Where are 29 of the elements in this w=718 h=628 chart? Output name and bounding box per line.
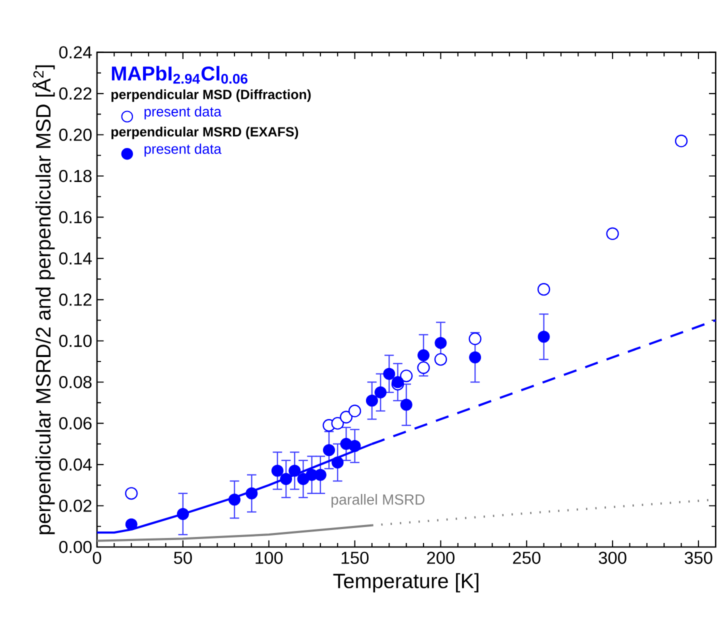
legend-label: present data — [144, 106, 222, 120]
y-tick-label: 0.14 — [59, 252, 92, 265]
y-tick-label: 0.24 — [59, 46, 92, 58]
y-tick-label: 0.22 — [59, 87, 92, 100]
annotation: parallel MSRD — [332, 494, 424, 508]
x-tick-label: 250 — [513, 552, 540, 564]
x-tick-label: 350 — [684, 552, 712, 564]
x-tick-label: 200 — [427, 552, 454, 564]
y-tick-label: 0.00 — [59, 540, 92, 554]
text: MAPbI$_{2.94}$Cl$_{0.06}$ — [112, 66, 248, 84]
y-tick-label: 0.10 — [59, 334, 92, 348]
x-axis-title: Temperature [K] — [333, 573, 478, 592]
x-tick-label: 0 — [92, 552, 102, 564]
annotation: perpendicular MSRD (EXAFS) — [111, 126, 298, 140]
y-tick-label: 0.02 — [59, 500, 92, 512]
y-tick-label: 0.12 — [59, 294, 92, 306]
x-tick-label: 100 — [256, 552, 283, 564]
y-axis-title: perpendicular MSRD/2 and perpendicular MSD [Å$^{2}$] — [32, 65, 55, 534]
annotation: perpendicular MSD (Diffraction) — [111, 89, 311, 102]
x-tick-label: 50 — [174, 552, 192, 564]
x-tick-label: 150 — [342, 552, 369, 564]
y-tick-label: 0.06 — [59, 417, 92, 430]
y-tick-label: 0.20 — [59, 128, 92, 141]
y-tick-label: 0.04 — [59, 458, 92, 471]
y-tick-label: 0.18 — [59, 170, 92, 182]
legend-label: present data — [144, 144, 222, 157]
x-tick-label: 300 — [598, 552, 626, 564]
y-tick-label: 0.08 — [59, 376, 92, 388]
y-tick-label: 0.16 — [59, 211, 92, 224]
